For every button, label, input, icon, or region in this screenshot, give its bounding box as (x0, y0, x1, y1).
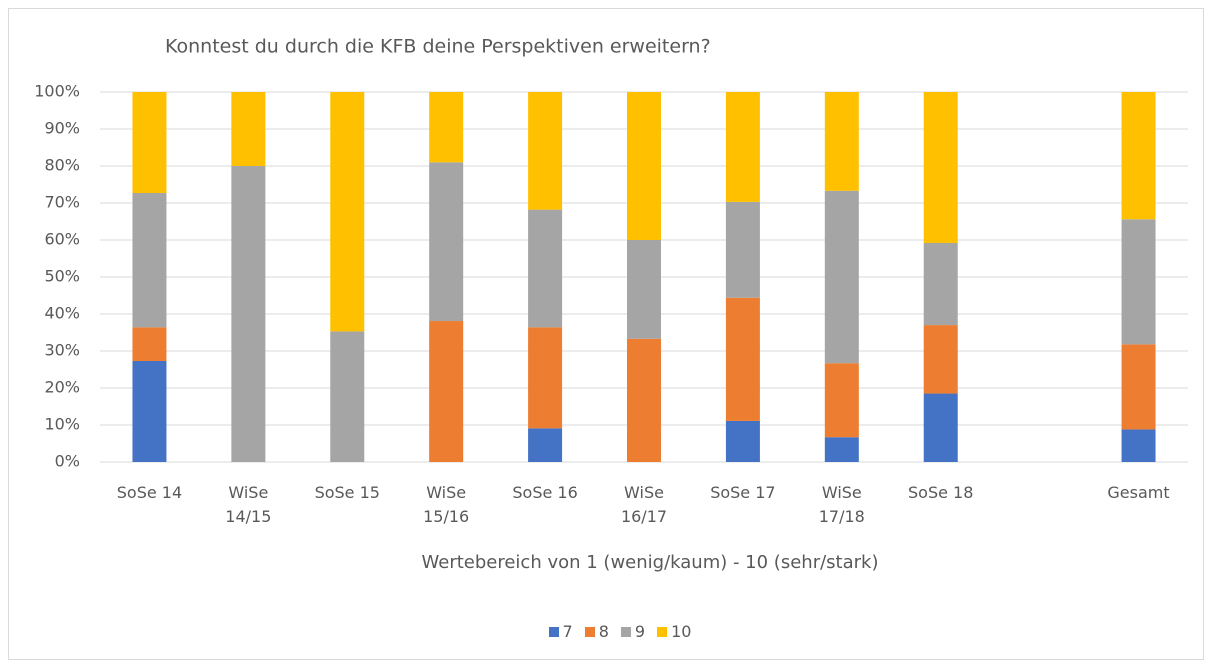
bar-segment (429, 321, 464, 462)
legend: 7 8 9 10 (0, 622, 1212, 641)
bar-segment (824, 363, 859, 438)
bar-segment (231, 92, 266, 166)
bar-segment (725, 92, 760, 202)
bar-segment (231, 166, 266, 462)
y-tick-label: 40% (44, 304, 80, 323)
bar-segment (824, 437, 859, 462)
bar-segment (1121, 92, 1156, 220)
x-tick-label: WiSe 17/18 (818, 483, 865, 526)
x-tick-label: SoSe 16 (512, 483, 578, 502)
legend-swatch (620, 626, 631, 637)
y-tick-label: 100% (34, 82, 80, 101)
bar-segment (824, 92, 859, 191)
bar-segment (429, 162, 464, 322)
bar-segment (627, 240, 661, 339)
legend-label: 10 (671, 622, 692, 641)
bar-segment (528, 209, 563, 328)
legend-swatch (657, 626, 668, 637)
bar-segment (132, 360, 167, 462)
legend-label: 8 (598, 622, 609, 641)
bar-segment (528, 327, 563, 429)
bar-segment (725, 420, 760, 462)
legend-swatch (548, 626, 559, 637)
bar-segment (1121, 219, 1156, 345)
chart-border (8, 8, 1204, 660)
bar-segment (330, 92, 365, 332)
bar-segment (725, 297, 760, 421)
x-tick-label: WiSe 15/16 (423, 483, 470, 526)
bar-segment (132, 327, 167, 361)
bar-segment (923, 325, 958, 394)
y-tick-label: 20% (44, 378, 80, 397)
chart-title: Konntest du durch die KFB deine Perspekt… (165, 36, 711, 58)
x-tick-label: WiSe 14/15 (225, 483, 272, 526)
legend-item: 10 (657, 622, 691, 641)
bar-segment (1121, 429, 1156, 462)
bar-segment (923, 393, 958, 462)
y-tick-label: 0% (55, 452, 80, 471)
y-tick-label: 90% (44, 119, 80, 138)
bar-segment (725, 201, 760, 298)
bar-segment (627, 92, 661, 240)
y-tick-label: 10% (44, 415, 80, 434)
x-tick-label: SoSe 15 (314, 483, 380, 502)
bar-segment (330, 331, 365, 462)
legend-label: 9 (634, 622, 646, 641)
x-tick-label: Gesamt (1107, 483, 1170, 502)
legend-item: 7 (548, 622, 573, 641)
bar-segment (429, 92, 464, 163)
legend-item: 9 (620, 622, 646, 641)
bar-segment (528, 428, 563, 462)
x-tick-label: SoSe 14 (116, 483, 183, 502)
bar-segment (1121, 344, 1156, 430)
x-tick-label: SoSe 17 (710, 483, 776, 502)
y-tick-label: 50% (44, 267, 80, 286)
legend-label: 7 (562, 622, 573, 641)
x-tick-label: WiSe 16/17 (620, 483, 668, 526)
bar-segment (824, 190, 859, 364)
bar-segment (132, 193, 167, 328)
y-tick-label: 70% (44, 193, 80, 212)
x-tick-label: SoSe 18 (908, 483, 974, 502)
legend-swatch (584, 626, 595, 637)
bar-segment (627, 338, 661, 462)
bar-segment (923, 242, 958, 326)
x-axis-title: Wertebereich von 1 (wenig/kaum) - 10 (se… (422, 552, 879, 573)
y-tick-label: 30% (44, 341, 80, 360)
bar-segment (132, 92, 167, 194)
bar-segment (528, 92, 563, 210)
y-tick-label: 60% (44, 230, 80, 249)
legend-item: 8 (584, 622, 609, 641)
y-tick-label: 80% (44, 156, 80, 175)
bar-segment (923, 92, 958, 243)
